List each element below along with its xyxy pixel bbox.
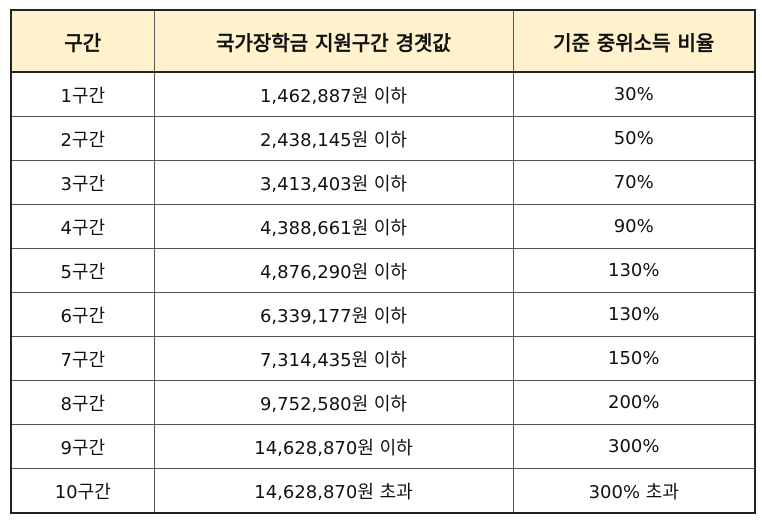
table-row: 2구간 2,438,145원 이하 50%: [10, 116, 756, 161]
threshold-cell: 7,314,435원 이하: [153, 336, 514, 381]
ratio-cell: 150%: [512, 336, 756, 381]
threshold-cell: 6,339,177원 이하: [153, 292, 514, 337]
threshold-cell: 3,413,403원 이하: [153, 160, 514, 205]
ratio-cell: 130%: [512, 292, 756, 337]
scholarship-bracket-table: 구간 국가장학금 지원구간 경곗값 기준 중위소득 비율 1구간 1,462,8…: [10, 9, 756, 514]
threshold-cell: 9,752,580원 이하: [153, 380, 514, 425]
table-row: 8구간 9,752,580원 이하 200%: [10, 380, 756, 425]
ratio-cell: 90%: [512, 204, 756, 249]
threshold-cell: 14,628,870원 이하: [153, 424, 514, 469]
table-container: 구간 국가장학금 지원구간 경곗값 기준 중위소득 비율 1구간 1,462,8…: [10, 9, 756, 514]
table-row: 10구간 14,628,870원 초과 300% 초과: [10, 468, 756, 514]
ratio-cell: 300% 초과: [512, 468, 756, 514]
ratio-cell: 200%: [512, 380, 756, 425]
bracket-cell: 8구간: [10, 380, 155, 425]
header-threshold: 국가장학금 지원구간 경곗값: [153, 9, 514, 73]
bracket-cell: 9구간: [10, 424, 155, 469]
bracket-cell: 2구간: [10, 116, 155, 161]
bracket-cell: 10구간: [10, 468, 155, 514]
table-body: 1구간 1,462,887원 이하 30% 2구간 2,438,145원 이하 …: [10, 71, 756, 514]
bracket-cell: 6구간: [10, 292, 155, 337]
header-ratio: 기준 중위소득 비율: [512, 9, 756, 73]
ratio-cell: 30%: [512, 71, 756, 117]
bracket-cell: 5구간: [10, 248, 155, 293]
threshold-cell: 1,462,887원 이하: [153, 71, 514, 117]
threshold-cell: 2,438,145원 이하: [153, 116, 514, 161]
bracket-cell: 7구간: [10, 336, 155, 381]
table-row: 7구간 7,314,435원 이하 150%: [10, 336, 756, 381]
bracket-cell: 4구간: [10, 204, 155, 249]
ratio-cell: 300%: [512, 424, 756, 469]
header-row: 구간 국가장학금 지원구간 경곗값 기준 중위소득 비율: [10, 9, 756, 73]
ratio-cell: 50%: [512, 116, 756, 161]
table-row: 3구간 3,413,403원 이하 70%: [10, 160, 756, 205]
table-row: 5구간 4,876,290원 이하 130%: [10, 248, 756, 293]
table-row: 9구간 14,628,870원 이하 300%: [10, 424, 756, 469]
ratio-cell: 130%: [512, 248, 756, 293]
threshold-cell: 4,388,661원 이하: [153, 204, 514, 249]
table-header: 구간 국가장학금 지원구간 경곗값 기준 중위소득 비율: [10, 9, 756, 73]
table-row: 1구간 1,462,887원 이하 30%: [10, 71, 756, 117]
table-row: 6구간 6,339,177원 이하 130%: [10, 292, 756, 337]
header-bracket: 구간: [10, 9, 155, 73]
ratio-cell: 70%: [512, 160, 756, 205]
bracket-cell: 1구간: [10, 71, 155, 117]
threshold-cell: 4,876,290원 이하: [153, 248, 514, 293]
bracket-cell: 3구간: [10, 160, 155, 205]
table-row: 4구간 4,388,661원 이하 90%: [10, 204, 756, 249]
threshold-cell: 14,628,870원 초과: [153, 468, 514, 514]
